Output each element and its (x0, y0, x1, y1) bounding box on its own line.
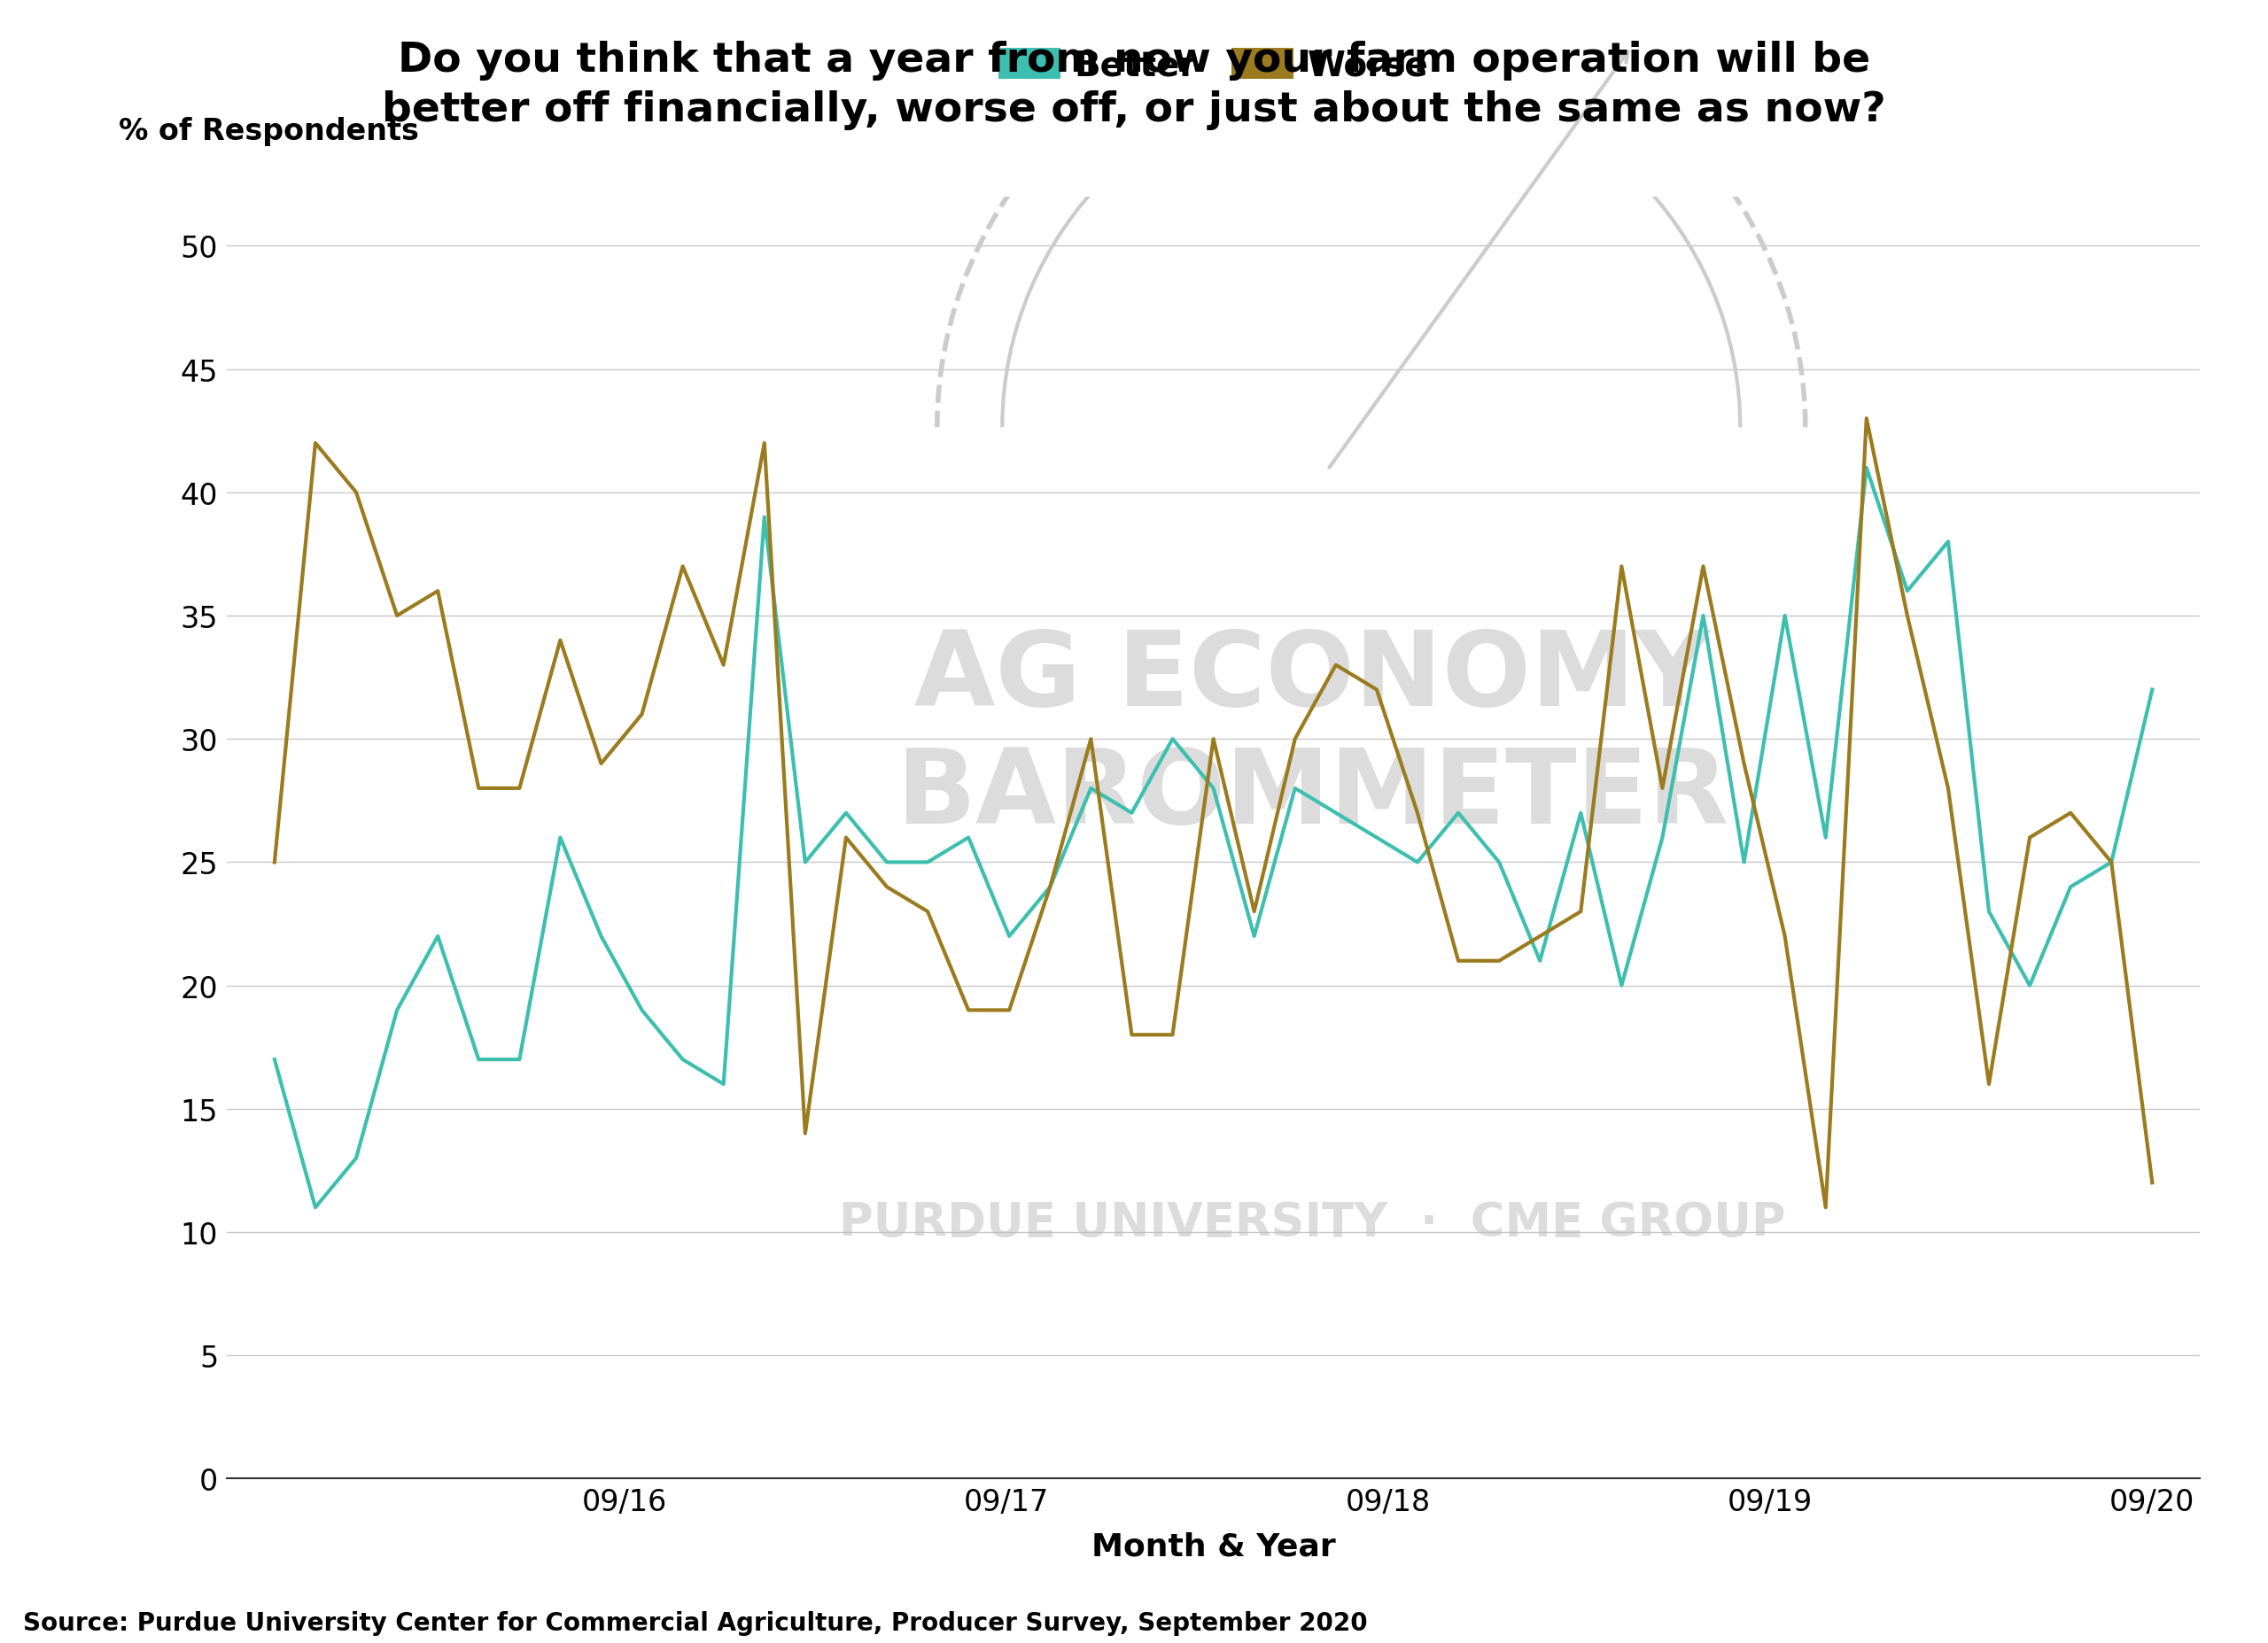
Text: % of Respondents: % of Respondents (118, 117, 420, 146)
Text: AG ECONOMY
BAROMMETER: AG ECONOMY BAROMMETER (896, 626, 1728, 845)
Text: Source: Purdue University Center for Commercial Agriculture, Producer Survey, Se: Source: Purdue University Center for Com… (23, 1610, 1368, 1635)
Legend: Better, Worse: Better, Worse (984, 35, 1442, 97)
Text: PURDUE UNIVERSITY  ·  CME GROUP: PURDUE UNIVERSITY · CME GROUP (839, 1199, 1785, 1245)
Text: Do you think that a year from now your farm operation will be
better off financi: Do you think that a year from now your f… (381, 41, 1887, 130)
X-axis label: Month & Year: Month & Year (1091, 1531, 1336, 1561)
